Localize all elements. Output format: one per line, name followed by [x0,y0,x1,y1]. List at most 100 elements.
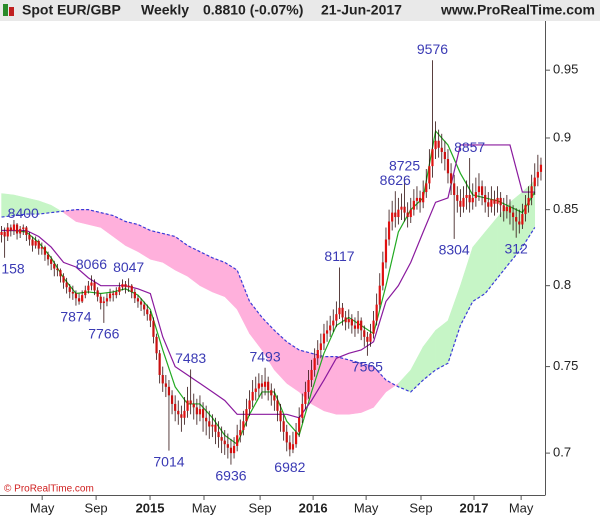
candle-body [369,333,372,342]
candle-body [136,298,140,302]
candle-body [161,374,164,384]
candle-body [59,270,62,277]
y-tick-label: 0.85 [553,201,578,216]
candle-body [524,205,527,215]
candle-body [25,227,28,235]
y-tick-label: 0.8 [553,277,571,292]
date: 21-Jun-2017 [321,2,402,18]
cloud-segment [422,329,436,381]
candle-body [121,284,124,288]
candle-body [304,391,307,404]
candle-body [443,151,446,160]
candle-body [291,444,295,450]
chart-title: Spot EUR/GBP [22,2,121,18]
candle-body [102,301,105,304]
x-tick-label: Sep [409,500,432,515]
candle-body [366,336,369,342]
candle-body [149,314,152,321]
header-icon [9,7,14,16]
candle-body [220,437,223,441]
candle-body [319,343,322,350]
candle-body [143,304,146,310]
price-annotation: 7483 [175,350,206,366]
candle-body [363,330,366,337]
cloud-segment [336,356,350,415]
candle-body [409,209,412,218]
candle-body [338,307,341,315]
candle-body [50,259,53,264]
candle-body [273,395,276,401]
candle-body [536,171,539,178]
candle-body [105,298,109,302]
candle-body [285,431,288,443]
cloud-segment [38,200,52,215]
cloud-segment [174,235,188,277]
candle-body [68,287,71,292]
candle-body [118,287,121,292]
price-annotation: 8857 [454,139,485,155]
candle-body [415,197,419,201]
plot-area: 8400 158 7874 8066 7766 8047 7014 7483 6936 7493 6… [0,41,543,483]
candle-body [313,358,316,370]
price-annotation: 6982 [274,459,305,475]
candle-body [170,395,174,404]
candle-body [158,353,161,375]
candle-body [282,421,285,432]
candle-body [276,400,279,411]
candle-body [152,320,155,337]
candle-body [167,386,171,396]
candle-body [400,206,403,210]
candle-body [322,333,326,344]
candle-body [46,254,50,260]
candle-body [375,304,378,321]
candle-body [353,325,357,329]
candle-body [236,435,239,446]
cloud-segment [112,215,126,247]
price-annotation: 8725 [389,158,420,174]
cloud-segment [187,245,201,287]
x-tick-label: May [509,500,534,515]
candle-body [214,424,217,432]
price-annotation: 8626 [380,172,411,188]
x-tick-label: Sep [85,500,108,515]
candle-body [471,197,474,203]
candle-body [12,224,16,231]
candle-body [310,369,313,381]
x-tick-label: May [30,500,55,515]
candle-body [77,298,81,302]
candle-body [381,262,384,286]
candle-body [474,192,477,198]
candle-body [316,349,319,359]
candle-body [487,202,490,207]
candle-body [459,200,462,207]
candle-body [496,197,499,204]
candle-body [263,381,267,387]
candle-body [511,212,515,218]
y-tick-label: 0.7 [553,445,571,460]
candle-body [124,284,127,288]
candle-body [127,285,130,288]
cloud-segment [150,230,164,263]
candle-body [146,309,149,315]
candle-body [251,391,254,401]
candle-body [31,239,34,246]
candle-body [28,234,31,240]
price-annotation: 7766 [88,326,119,342]
candle-body [133,291,136,299]
candle-body [288,442,291,450]
indicator-line [1,144,535,419]
candle-body [484,194,487,203]
candle-body [186,400,189,411]
candle-body [198,409,202,415]
candle-body [453,183,456,195]
candle-body [505,206,508,212]
y-tick-label: 0.75 [553,358,578,373]
candle-body [332,320,335,326]
price-annotation: 9576 [417,41,448,57]
candle-body [99,296,102,304]
cloud-segment [199,251,213,293]
candle-body [65,282,68,288]
candle-body [22,227,25,229]
candle-body [533,177,536,187]
candle-body [418,197,422,203]
